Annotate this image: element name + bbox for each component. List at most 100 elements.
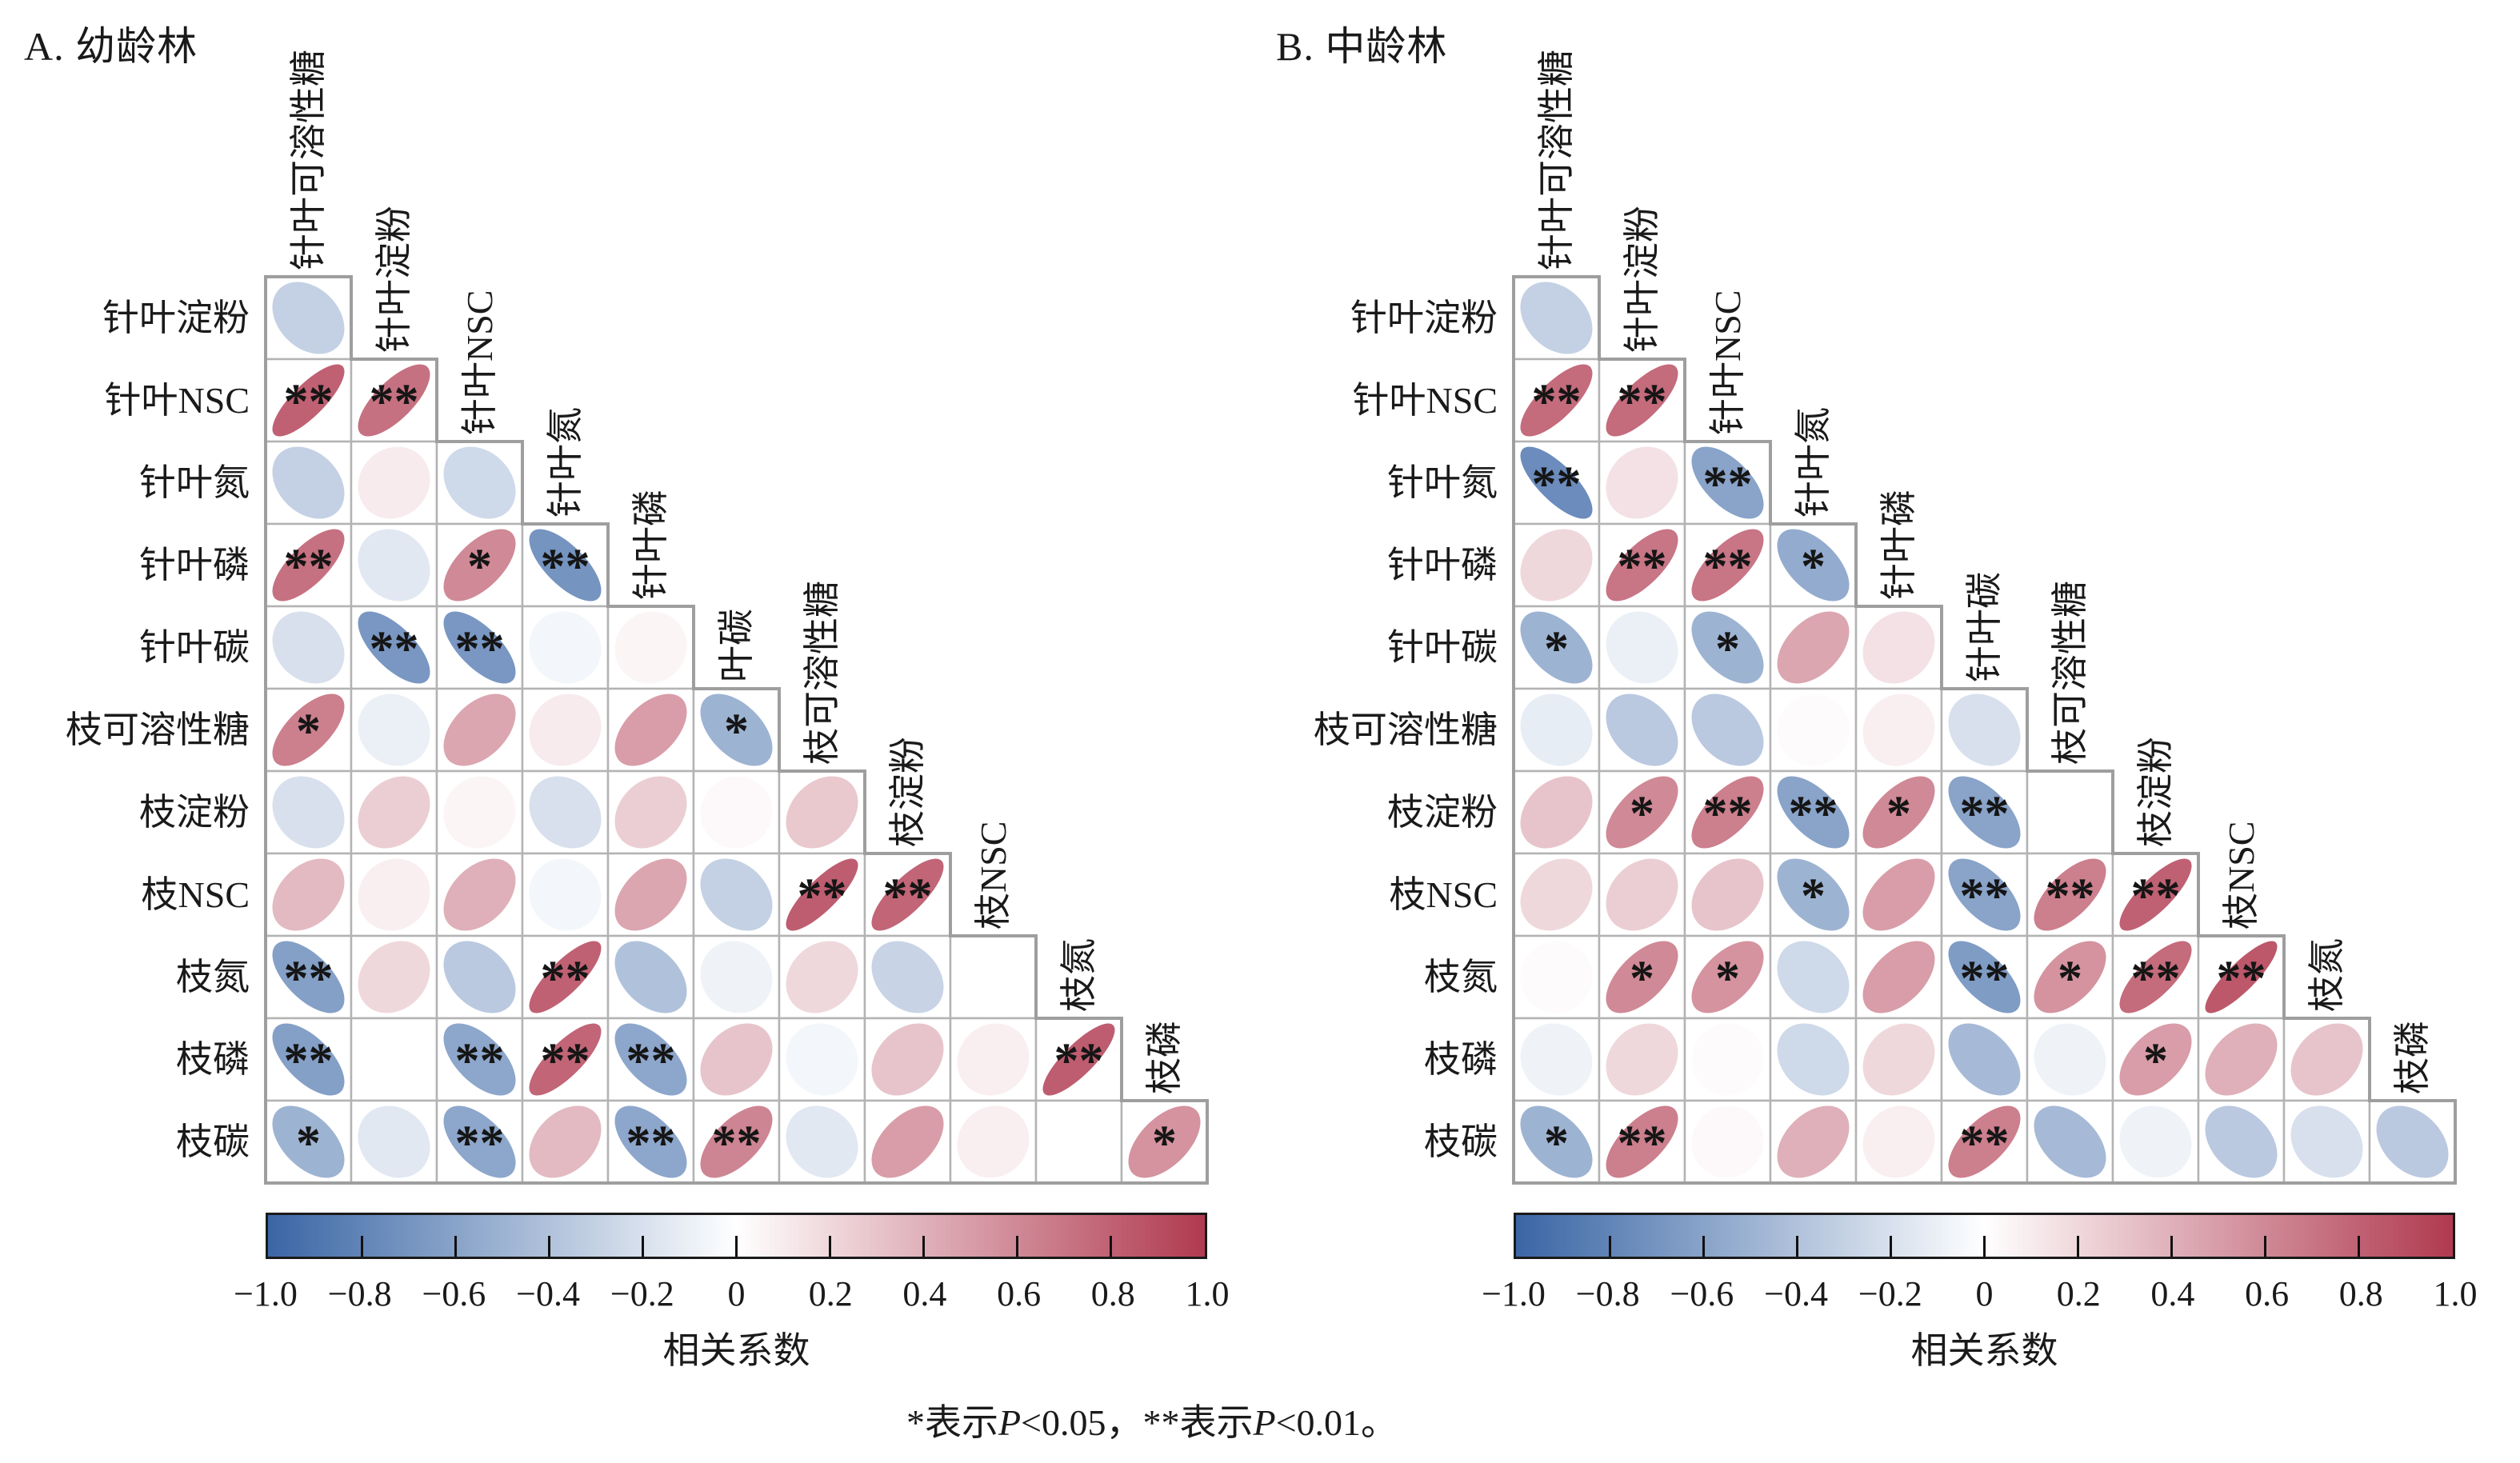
correlation-ellipse <box>272 776 345 849</box>
significance-stars: ** <box>712 1117 762 1171</box>
colorbar-tick-label: −0.8 <box>1575 1274 1640 1313</box>
significance-stars: ** <box>1960 1117 2010 1171</box>
row-label-A-6: 枝可溶性糖 <box>66 709 250 750</box>
correlation-ellipse <box>1948 941 2021 1013</box>
correlation-ellipse <box>272 858 345 931</box>
correlation-ellipse <box>272 529 345 602</box>
significance-stars: * <box>1544 622 1569 677</box>
significance-stars: * <box>467 540 492 594</box>
correlation-ellipse <box>358 529 430 602</box>
correlation-ellipse <box>1862 694 1935 766</box>
correlation-ellipse <box>1128 1105 1201 1178</box>
panel-a-colorbar-label: 相关系数 <box>662 1330 810 1371</box>
colorbar-tick-label: 1.0 <box>2433 1274 2478 1313</box>
significance-stars: ** <box>1703 540 1753 594</box>
correlation-matrix-svg-A: ** **** * **** *** *** **** **** ** ** ** *** ** ** **… <box>264 275 1209 1185</box>
significance-stars: * <box>1715 622 1740 677</box>
correlation-ellipse <box>2034 941 2106 1013</box>
colorbar-tick <box>547 1236 550 1257</box>
correlation-ellipse <box>2376 1105 2449 1178</box>
correlation-ellipse <box>443 1023 516 1096</box>
correlation-ellipse <box>529 858 602 931</box>
correlation-ellipse <box>2119 941 2192 1013</box>
panel-b-title: B. 中龄林 <box>1276 24 1448 69</box>
colorbar-tick-label: 0.4 <box>902 1274 947 1313</box>
correlation-ellipse <box>2290 1023 2363 1096</box>
colorbar-tick-label: 0.8 <box>1090 1274 1135 1313</box>
row-label-B-7: 枝淀粉 <box>1387 791 1498 833</box>
correlation-ellipse <box>1691 941 1764 1013</box>
colorbar-tick <box>2077 1236 2080 1257</box>
correlation-ellipse <box>1777 776 1850 849</box>
correlation-ellipse <box>272 364 345 437</box>
significance-stars: ** <box>541 1034 590 1089</box>
row-label-A-9: 枝氮 <box>176 956 250 997</box>
correlation-ellipse <box>1606 1105 1678 1178</box>
correlation-ellipse <box>786 1105 858 1178</box>
significance-stars: ** <box>1532 375 1582 430</box>
significance-stars: ** <box>626 1034 676 1089</box>
correlation-ellipse <box>700 776 773 849</box>
significance-stars: * <box>1630 952 1654 1006</box>
correlation-ellipse <box>2205 941 2278 1013</box>
colorbar-tick <box>1702 1236 1705 1257</box>
colorbar-tick-label: 0.4 <box>2150 1274 2195 1313</box>
correlation-ellipse <box>700 1023 773 1096</box>
correlation-ellipse <box>358 1105 430 1178</box>
correlation-ellipse <box>1520 694 1593 766</box>
panel-a-title: A. 幼龄林 <box>24 24 198 69</box>
correlation-ellipse <box>529 611 602 684</box>
correlation-ellipse <box>2119 1105 2192 1178</box>
row-label-B-4: 针叶磷 <box>1387 544 1498 586</box>
correlation-ellipse <box>2205 1023 2278 1096</box>
significance-stars: ** <box>284 952 334 1006</box>
correlation-ellipse <box>1777 1023 1850 1096</box>
correlation-ellipse <box>871 858 944 931</box>
correlation-ellipse <box>614 1023 687 1096</box>
correlation-ellipse <box>700 1105 773 1178</box>
correlation-ellipse <box>272 282 345 354</box>
significance-stars: ** <box>1960 787 2010 841</box>
colorbar-tick-label: 1.0 <box>1185 1274 1230 1313</box>
row-label-A-4: 针叶磷 <box>139 544 250 586</box>
correlation-ellipse <box>272 1023 345 1096</box>
correlation-ellipse <box>1862 1023 1935 1096</box>
correlation-ellipse <box>1862 776 1935 849</box>
significance-stars: ** <box>541 952 590 1006</box>
row-label-B-5: 针叶碳 <box>1387 626 1498 668</box>
correlation-ellipse <box>529 1023 602 1096</box>
colorbar-tick-label: 0.6 <box>2245 1274 2290 1313</box>
colorbar-tick <box>1110 1236 1113 1257</box>
significance-stars: ** <box>2131 869 2181 924</box>
colorbar-tick-label: −0.4 <box>516 1274 581 1313</box>
correlation-ellipse <box>786 776 858 849</box>
row-label-A-8: 枝NSC <box>141 873 250 915</box>
significance-stars: ** <box>1960 869 2010 924</box>
correlation-ellipse <box>1777 529 1850 602</box>
significance-stars: ** <box>1703 787 1753 841</box>
correlation-ellipse <box>443 941 516 1013</box>
significance-stars: ** <box>284 375 334 430</box>
correlation-ellipse <box>614 858 687 931</box>
significance-stars: ** <box>1532 458 1582 512</box>
correlation-ellipse <box>786 1023 858 1096</box>
correlation-ellipse <box>1948 1023 2021 1096</box>
colorbar-tick <box>735 1236 738 1257</box>
row-label-A-3: 针叶氮 <box>139 462 250 503</box>
correlation-ellipse <box>1520 858 1593 931</box>
significance-stars: ** <box>455 1034 505 1089</box>
significance-stars: ** <box>1054 1034 1104 1089</box>
correlation-ellipse <box>700 858 773 931</box>
significance-stars: * <box>1152 1117 1177 1171</box>
correlation-ellipse <box>1606 941 1678 1013</box>
matrix-cell <box>350 1017 438 1102</box>
row-label-B-1: 针叶淀粉 <box>1350 297 1498 338</box>
panel-b-colorbar-label: 相关系数 <box>1910 1330 2058 1371</box>
significance-stars: ** <box>455 622 505 677</box>
significance-stars: ** <box>1618 375 1667 430</box>
panel-a-colorbar <box>266 1213 1207 1259</box>
row-label-B-6: 枝可溶性糖 <box>1314 709 1498 750</box>
correlation-ellipse <box>358 364 430 437</box>
significance-stars: * <box>1801 869 1826 924</box>
row-label-A-1: 针叶淀粉 <box>102 297 250 338</box>
